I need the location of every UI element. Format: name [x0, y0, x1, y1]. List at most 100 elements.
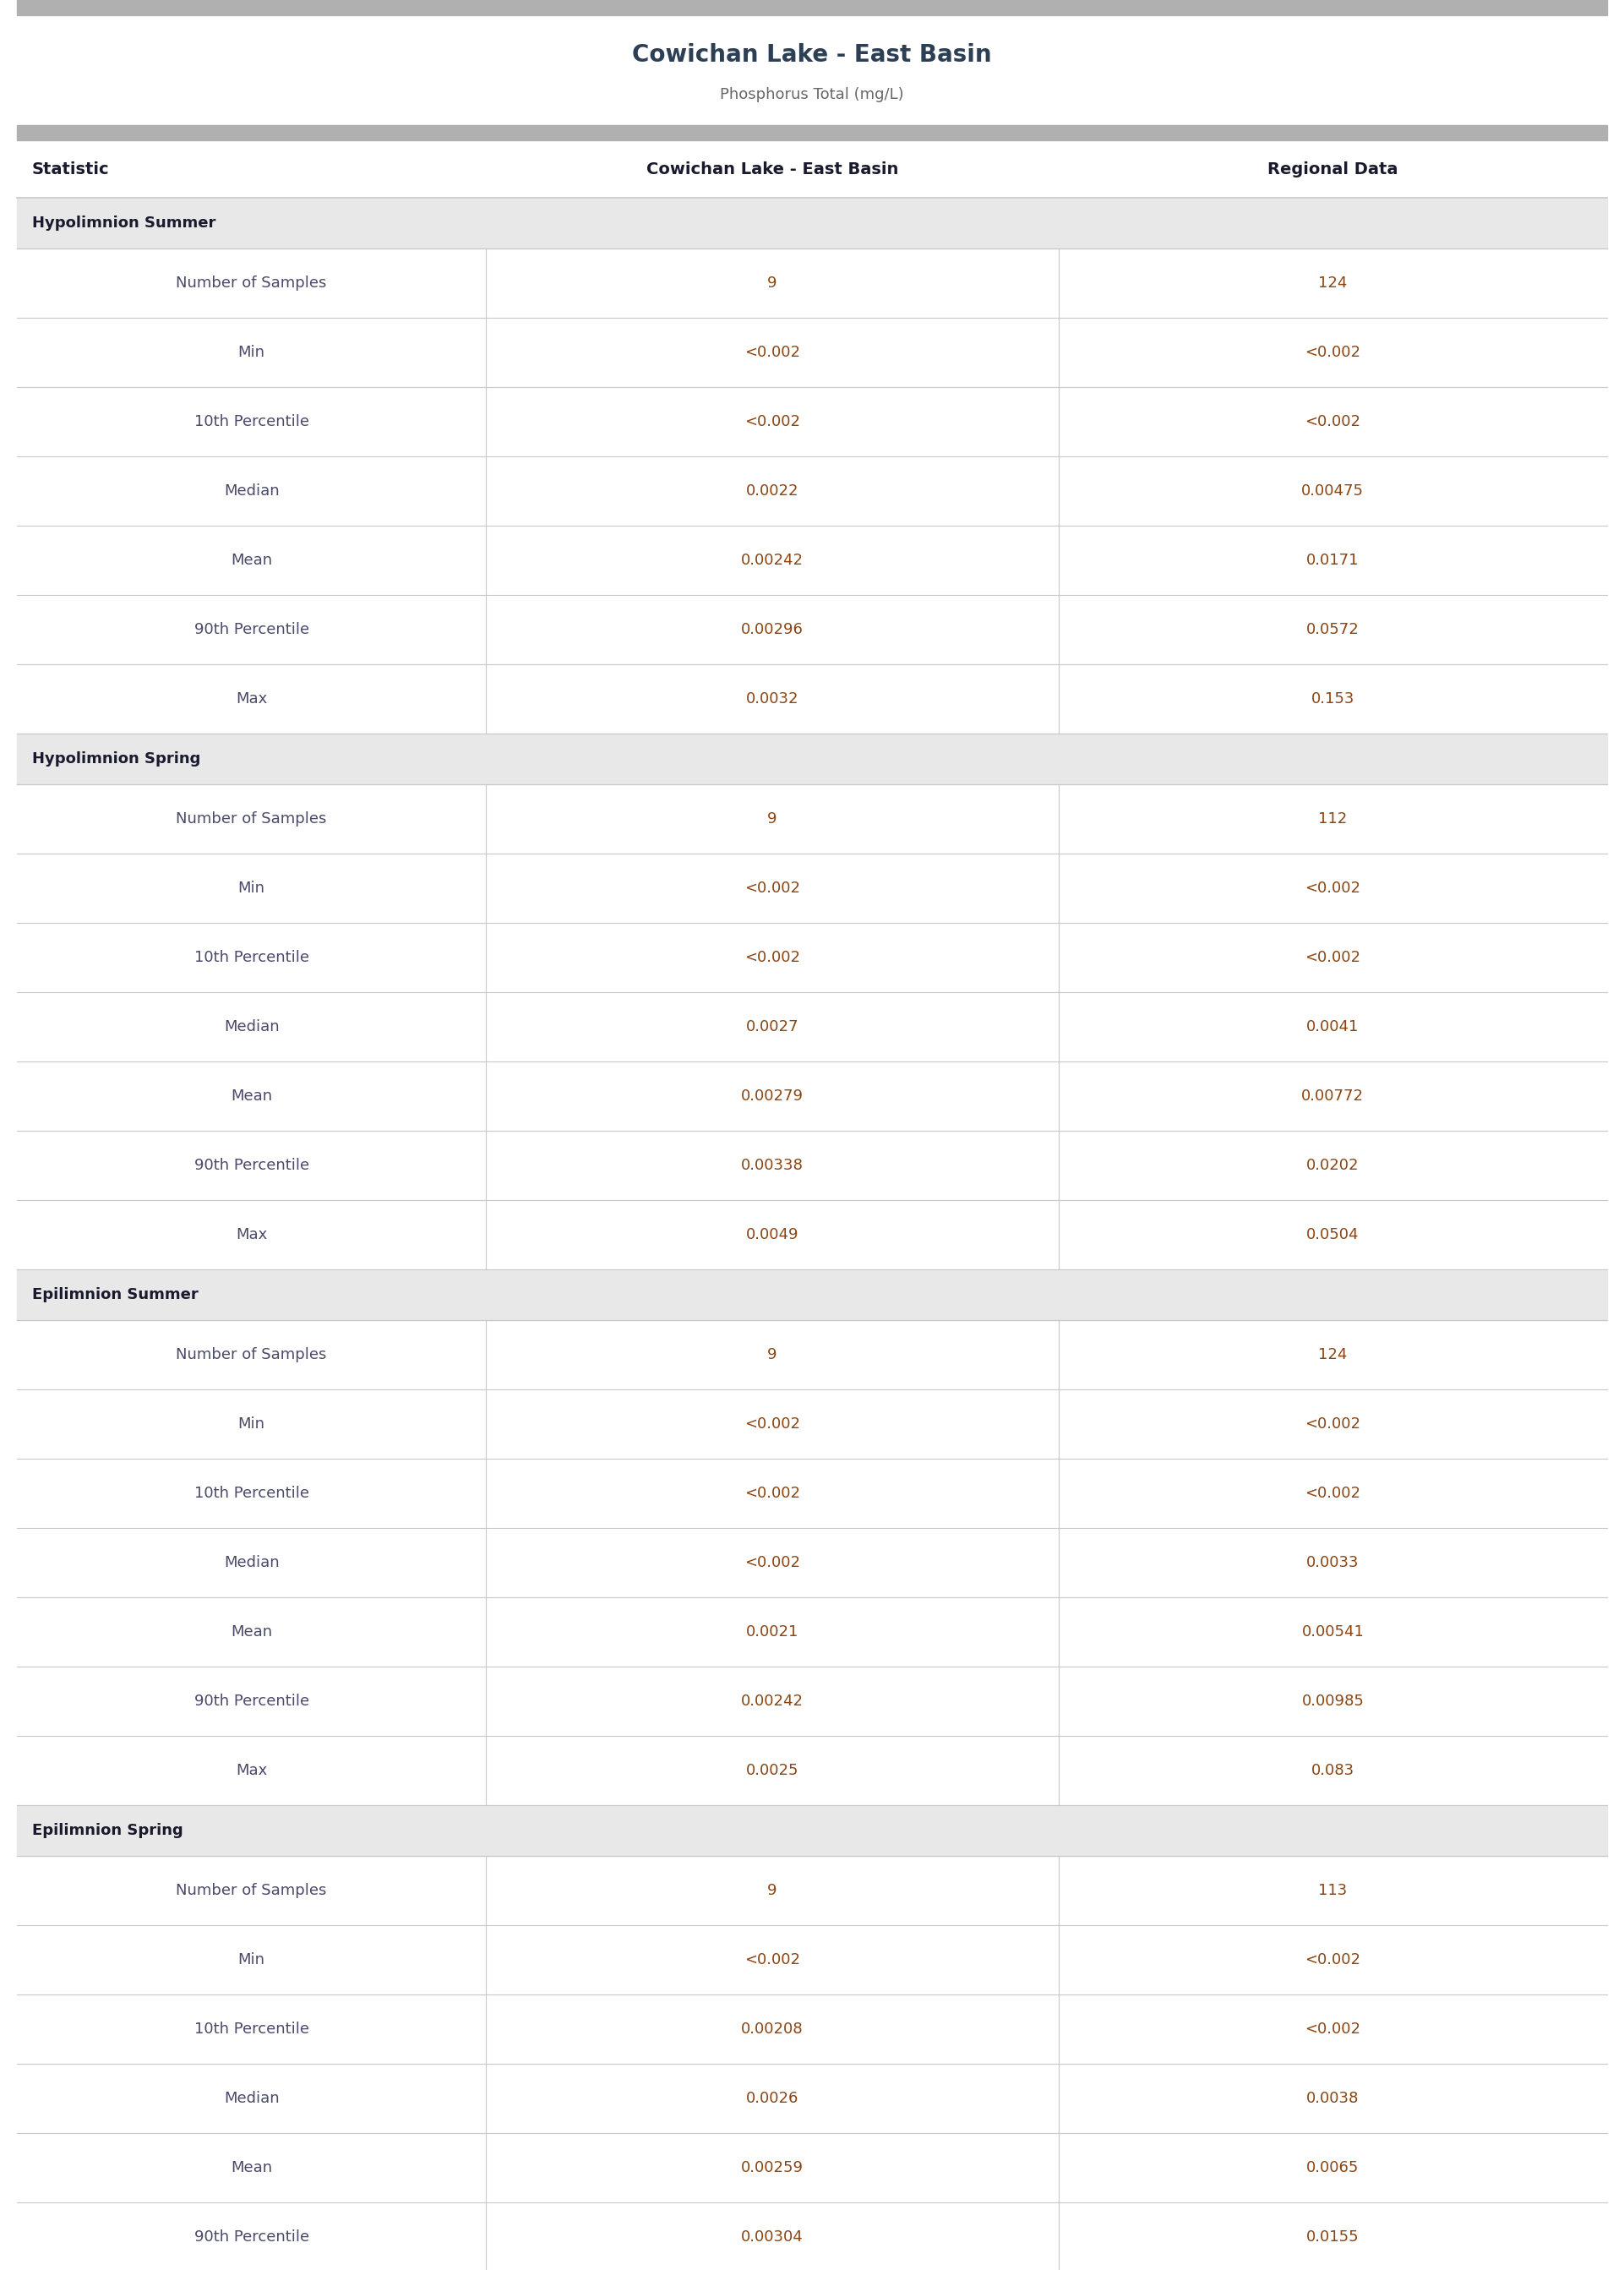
Text: <0.002: <0.002	[744, 413, 801, 429]
Text: 0.0026: 0.0026	[745, 2091, 799, 2107]
Text: 113: 113	[1319, 1882, 1348, 1898]
Text: <0.002: <0.002	[1306, 345, 1361, 361]
Bar	[16, 2202, 1608, 2270]
Bar	[16, 1130, 1608, 1201]
Bar	[16, 783, 1608, 854]
Text: 0.0038: 0.0038	[1306, 2091, 1359, 2107]
Text: 0.0504: 0.0504	[1306, 1228, 1359, 1242]
Text: Number of Samples: Number of Samples	[175, 1346, 326, 1362]
Text: 0.00242: 0.00242	[741, 1693, 804, 1709]
Bar	[16, 1460, 1608, 1528]
Text: <0.002: <0.002	[744, 345, 801, 361]
Bar	[16, 1389, 1608, 1460]
Text: 90th Percentile: 90th Percentile	[193, 1158, 309, 1174]
Text: Number of Samples: Number of Samples	[175, 1882, 326, 1898]
Text: 0.0021: 0.0021	[745, 1625, 799, 1639]
Text: 0.0202: 0.0202	[1306, 1158, 1359, 1174]
Bar	[16, 388, 1608, 456]
Text: 0.00242: 0.00242	[741, 552, 804, 568]
Text: 0.0027: 0.0027	[745, 1019, 799, 1035]
Text: 0.0041: 0.0041	[1306, 1019, 1359, 1035]
Bar	[16, 1805, 1608, 1857]
Bar	[16, 733, 1608, 783]
Text: 0.0025: 0.0025	[745, 1764, 799, 1777]
Text: 9: 9	[768, 275, 778, 291]
Text: 0.00296: 0.00296	[741, 622, 804, 638]
Text: 0.0049: 0.0049	[745, 1228, 799, 1242]
Bar	[16, 1598, 1608, 1666]
Bar	[16, 2063, 1608, 2134]
Text: 124: 124	[1319, 1346, 1348, 1362]
Text: Min: Min	[239, 1952, 265, 1968]
Text: 0.153: 0.153	[1311, 692, 1354, 706]
Text: 0.0065: 0.0065	[1306, 2161, 1359, 2175]
Text: 0.00985: 0.00985	[1301, 1693, 1364, 1709]
Text: 0.00338: 0.00338	[741, 1158, 804, 1174]
Bar	[16, 197, 1608, 247]
Bar	[16, 1201, 1608, 1269]
Text: 10th Percentile: 10th Percentile	[193, 949, 309, 965]
Text: Mean: Mean	[231, 1090, 273, 1103]
Text: Min: Min	[239, 881, 265, 897]
Text: Regional Data: Regional Data	[1267, 161, 1398, 177]
Text: <0.002: <0.002	[744, 1952, 801, 1968]
Text: 9: 9	[768, 1882, 778, 1898]
Text: Hypolimnion Spring: Hypolimnion Spring	[32, 751, 201, 767]
Bar	[16, 854, 1608, 924]
Text: 0.00541: 0.00541	[1301, 1625, 1364, 1639]
Text: 0.083: 0.083	[1311, 1764, 1354, 1777]
Text: Median: Median	[224, 484, 279, 499]
Bar	[16, 1528, 1608, 1598]
Text: Hypolimnion Summer: Hypolimnion Summer	[32, 216, 216, 232]
Text: <0.002: <0.002	[1306, 2023, 1361, 2036]
Text: 10th Percentile: 10th Percentile	[193, 1487, 309, 1500]
Bar	[16, 247, 1608, 318]
Text: Number of Samples: Number of Samples	[175, 810, 326, 826]
Text: <0.002: <0.002	[744, 881, 801, 897]
Text: Max: Max	[235, 1764, 268, 1777]
Text: Min: Min	[239, 345, 265, 361]
Text: Max: Max	[235, 692, 268, 706]
Bar	[16, 125, 1608, 141]
Text: Max: Max	[235, 1228, 268, 1242]
Text: 112: 112	[1319, 810, 1348, 826]
Bar	[16, 2134, 1608, 2202]
Text: Median: Median	[224, 1555, 279, 1571]
Text: 90th Percentile: 90th Percentile	[193, 622, 309, 638]
Text: 0.0155: 0.0155	[1306, 2229, 1359, 2245]
Bar	[16, 456, 1608, 527]
Text: <0.002: <0.002	[744, 1555, 801, 1571]
Text: <0.002: <0.002	[1306, 1952, 1361, 1968]
Text: 0.00279: 0.00279	[741, 1090, 804, 1103]
Text: <0.002: <0.002	[744, 949, 801, 965]
Bar	[16, 1995, 1608, 2063]
Text: 10th Percentile: 10th Percentile	[193, 413, 309, 429]
Bar	[16, 1062, 1608, 1130]
Text: 0.00304: 0.00304	[741, 2229, 804, 2245]
Text: <0.002: <0.002	[1306, 949, 1361, 965]
Bar	[16, 1857, 1608, 1925]
Text: Epilimnion Summer: Epilimnion Summer	[32, 1287, 198, 1303]
Bar	[16, 1269, 1608, 1321]
Text: <0.002: <0.002	[1306, 881, 1361, 897]
Text: 0.0033: 0.0033	[1306, 1555, 1359, 1571]
Bar	[16, 16, 1608, 125]
Text: Epilimnion Spring: Epilimnion Spring	[32, 1823, 184, 1839]
Bar	[16, 1925, 1608, 1995]
Text: <0.002: <0.002	[744, 1416, 801, 1432]
Bar	[16, 992, 1608, 1062]
Text: 0.00772: 0.00772	[1301, 1090, 1364, 1103]
Bar	[16, 924, 1608, 992]
Text: 9: 9	[768, 810, 778, 826]
Text: 0.0032: 0.0032	[745, 692, 799, 706]
Bar	[16, 318, 1608, 388]
Text: Median: Median	[224, 2091, 279, 2107]
Text: Median: Median	[224, 1019, 279, 1035]
Text: <0.002: <0.002	[1306, 1487, 1361, 1500]
Text: <0.002: <0.002	[1306, 413, 1361, 429]
Bar	[16, 1737, 1608, 1805]
Text: Cowichan Lake - East Basin: Cowichan Lake - East Basin	[632, 43, 992, 66]
Bar	[16, 0, 1608, 16]
Text: Mean: Mean	[231, 1625, 273, 1639]
Text: Mean: Mean	[231, 2161, 273, 2175]
